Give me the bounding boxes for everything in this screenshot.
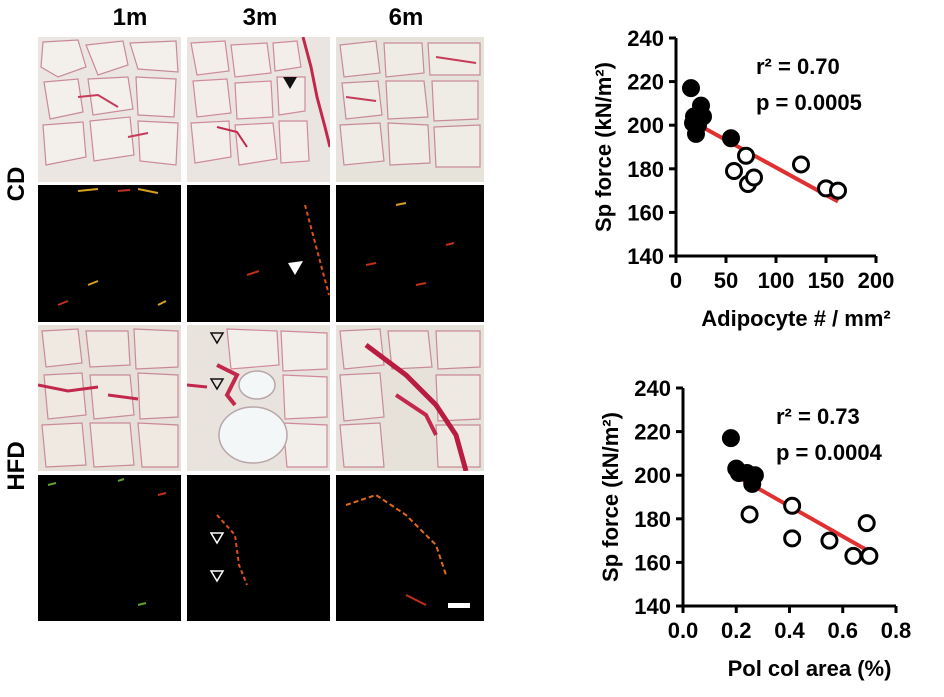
row-label-hfd: HFD — [3, 441, 30, 491]
micrograph-hfd-6m-brightfield — [336, 325, 484, 471]
micrograph-cd-1m-brightfield — [38, 37, 181, 182]
scatter-chart-pol-col: 140 160 180 200 220 240 0.0 0.2 0.4 0.6 0.8 Sp forc… — [540, 350, 944, 697]
data-point-filled — [745, 466, 764, 485]
data-point-open — [737, 146, 755, 165]
data-point-open — [745, 168, 763, 187]
x-tick-label: 200 — [858, 268, 895, 293]
y-tick-label: 180 — [634, 507, 671, 532]
micrograph-hfd-1m-polarized — [38, 475, 181, 621]
y-tick-label: 200 — [634, 463, 671, 488]
data-point-open — [829, 181, 847, 200]
y-tick-label: 220 — [634, 420, 671, 445]
data-point-filled — [694, 107, 712, 126]
y-tick-label: 160 — [634, 550, 671, 575]
micrograph-cd-6m-polarized — [336, 185, 484, 322]
data-point-open — [820, 531, 839, 550]
data-point-filled — [722, 129, 740, 148]
y-tick-label: 240 — [634, 376, 671, 401]
micrograph-panel — [38, 37, 484, 621]
annotation-p: p = 0.0004 — [776, 440, 883, 465]
x-tick-label: 0.2 — [721, 618, 752, 643]
data-point-open — [792, 155, 810, 174]
y-tick-label: 220 — [627, 70, 664, 95]
data-point-open — [725, 161, 743, 180]
data-point-open — [740, 505, 759, 524]
y-axis-label: Sp force (kN/m²) — [598, 412, 623, 582]
y-tick-label: 160 — [627, 200, 664, 225]
micrograph-cd-3m-brightfield — [187, 37, 330, 182]
x-tick-label: 0.6 — [827, 618, 858, 643]
data-point-open — [783, 496, 802, 515]
column-label-1m: 1m — [112, 4, 148, 31]
arrowhead-open-icon — [209, 532, 225, 545]
annotation-r2: r² = 0.73 — [776, 404, 860, 429]
column-label-6m: 6m — [388, 4, 424, 31]
x-tick-label: 100 — [758, 268, 795, 293]
micrograph-hfd-3m-brightfield — [187, 325, 330, 471]
data-point-open — [783, 529, 802, 548]
annotation-r2: r² = 0.70 — [756, 54, 840, 79]
x-tick-label: 0 — [670, 268, 682, 293]
x-tick-label: 0.0 — [668, 618, 699, 643]
arrowhead-open-icon — [209, 332, 225, 345]
column-label-3m: 3m — [242, 4, 278, 31]
scale-bar — [448, 603, 470, 608]
y-axis-label: Sp force (kN/m²) — [591, 62, 616, 232]
data-point-open — [857, 514, 876, 533]
micrograph-cd-3m-polarized — [187, 185, 330, 322]
micrograph-hfd-6m-polarized — [336, 475, 484, 621]
micrograph-cd-1m-polarized — [38, 185, 181, 322]
y-tick-label: 180 — [627, 157, 664, 182]
row-label-cd: CD — [3, 166, 30, 202]
x-tick-label: 0.8 — [881, 618, 912, 643]
data-point-open — [860, 546, 879, 565]
y-tick-label: 240 — [627, 26, 664, 51]
micrograph-cd-6m-brightfield — [336, 37, 484, 182]
x-axis-label: Pol col area (%) — [728, 656, 892, 681]
x-tick-label: 50 — [714, 268, 738, 293]
data-point-filled — [682, 79, 700, 98]
y-tick-label: 140 — [634, 594, 671, 619]
arrowhead-open-icon — [209, 378, 225, 391]
arrowhead-open-icon — [209, 570, 225, 583]
micrograph-hfd-3m-polarized — [187, 475, 330, 621]
micrograph-hfd-1m-brightfield — [38, 325, 181, 471]
arrowhead-white-icon — [288, 261, 303, 275]
x-axis-label: Adipocyte # / mm² — [701, 306, 890, 331]
y-tick-label: 140 — [627, 244, 664, 269]
chart-svg-adipocyte: 140 160 180 200 220 240 0 50 100 150 200 Sp force (… — [591, 26, 895, 331]
y-tick-label: 200 — [627, 113, 664, 138]
scatter-chart-adipocyte: 140 160 180 200 220 240 0 50 100 150 200 Sp force (… — [540, 0, 944, 355]
x-tick-label: 150 — [808, 268, 845, 293]
regression-line — [690, 119, 839, 204]
arrowhead-black-icon — [283, 77, 297, 89]
data-point-open — [844, 546, 863, 565]
data-point-filled — [721, 429, 740, 448]
chart-svg-pol-col: 140 160 180 200 220 240 0.0 0.2 0.4 0.6 0.8 Sp forc… — [598, 376, 912, 681]
annotation-p: p = 0.0005 — [756, 90, 862, 115]
x-tick-label: 0.4 — [774, 618, 805, 643]
